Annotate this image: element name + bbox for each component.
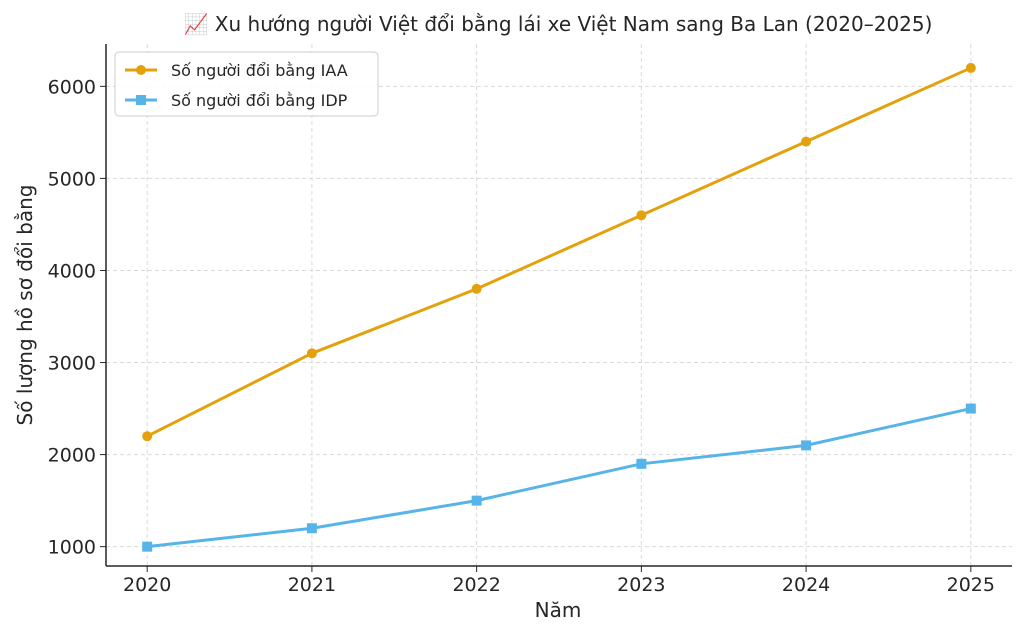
series-1-line — [145, 66, 973, 438]
x-tick-label: 2022 — [452, 574, 500, 596]
tick-labels: 2020 2021 2022 2023 2024 2025 1000 2000 3000 4000… — [48, 76, 995, 596]
legend: Số người đổi bằng IAA Số người đổi bằng I… — [114, 51, 379, 117]
series-1-point — [471, 283, 482, 294]
axes — [100, 44, 1012, 572]
y-tick-label: 4000 — [48, 260, 96, 282]
series-layer — [142, 62, 976, 552]
series-2-point — [801, 440, 812, 451]
legend-item: Số người đổi bằng IAA — [125, 61, 348, 80]
series-1-point — [142, 431, 153, 442]
legend-swatch-marker — [136, 95, 146, 105]
chart-title: 📈 Xu hướng người Việt đổi bằng lái xe Vi… — [184, 12, 933, 36]
series-2-point — [471, 495, 482, 506]
series-2-point — [636, 458, 647, 469]
x-axis-label: Năm — [535, 598, 582, 622]
series-1 — [142, 62, 976, 442]
series-1-point — [965, 62, 976, 73]
legend-label: Số người đổi bằng IDP — [171, 91, 348, 110]
series-2-point — [965, 403, 976, 414]
series-2-line — [145, 407, 973, 549]
legend-box — [114, 51, 379, 117]
x-tick-label: 2025 — [947, 574, 995, 596]
legend-item: Số người đổi bằng IDP — [125, 91, 348, 110]
y-tick-label: 3000 — [48, 353, 96, 375]
series-2 — [142, 403, 976, 552]
series-2-point — [142, 541, 153, 552]
y-tick-label: 1000 — [48, 537, 96, 559]
y-axis-label: Số lượng hồ sơ đổi bằng — [13, 185, 37, 426]
y-tick-label: 2000 — [48, 445, 96, 467]
x-tick-label: 2023 — [617, 574, 665, 596]
x-tick-label: 2021 — [288, 574, 336, 596]
grid-lines — [106, 44, 1012, 566]
y-tick-label: 6000 — [48, 76, 96, 98]
series-1-point — [636, 210, 647, 221]
x-tick-label: 2020 — [123, 574, 171, 596]
y-tick-label: 5000 — [48, 168, 96, 190]
legend-label: Số người đổi bằng IAA — [171, 61, 348, 80]
series-1-point — [306, 348, 317, 359]
legend-swatch-marker — [136, 65, 146, 75]
x-tick-label: 2024 — [782, 574, 830, 596]
series-2-point — [306, 523, 317, 534]
series-1-point — [801, 136, 812, 147]
